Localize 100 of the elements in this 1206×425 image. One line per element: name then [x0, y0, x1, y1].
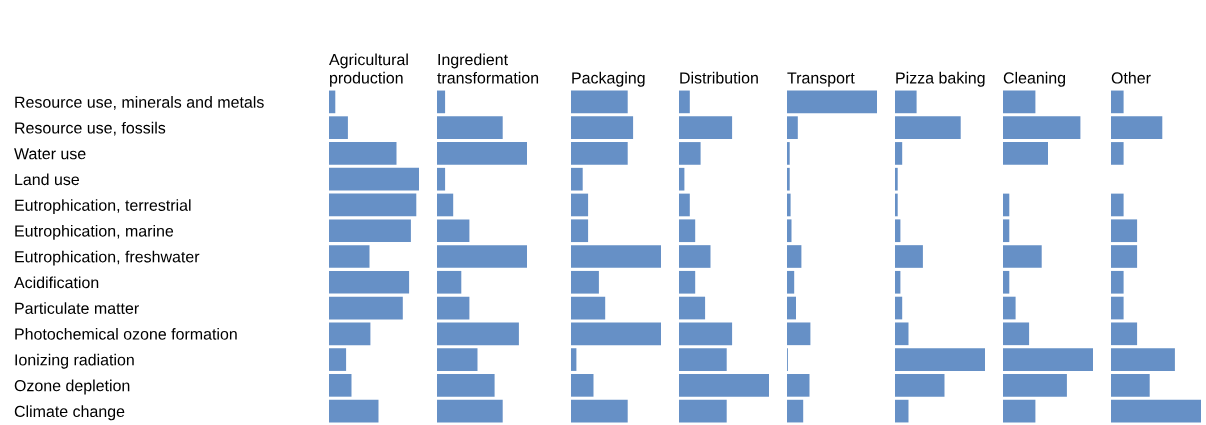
bar — [787, 116, 798, 139]
bar — [1003, 374, 1067, 397]
bar — [679, 167, 685, 191]
bar — [437, 90, 446, 114]
bar — [329, 399, 379, 423]
bar — [679, 245, 711, 268]
bar — [571, 245, 661, 268]
y-tick-label: Resource use, fossils — [15, 121, 166, 136]
y-tick-label: Eutrophication, terrestrial — [15, 199, 191, 215]
chart-title: Agricultural production — [329, 53, 408, 87]
bar — [437, 374, 495, 397]
bar — [437, 399, 503, 423]
bar — [437, 142, 527, 165]
bar — [329, 374, 352, 397]
bar — [1003, 116, 1081, 139]
bar — [679, 348, 727, 371]
bar — [1003, 219, 1010, 243]
bar — [571, 167, 583, 191]
bar — [437, 245, 527, 268]
bar — [787, 399, 804, 423]
bar — [1003, 90, 1036, 114]
bar — [329, 270, 410, 294]
y-tick-label: Particulate matter — [15, 302, 139, 314]
bar — [437, 116, 503, 139]
bar — [329, 167, 419, 191]
bar — [787, 193, 791, 217]
chart-title: Ingredient transformation — [437, 53, 539, 84]
y-tick-label: Water use — [14, 148, 86, 160]
chart-title: Cleaning — [1003, 71, 1066, 87]
bar — [329, 322, 371, 346]
bar — [571, 219, 589, 243]
bar — [329, 296, 403, 320]
bar — [437, 167, 446, 191]
bar — [1111, 374, 1150, 397]
bar — [437, 270, 462, 294]
bar — [571, 348, 577, 371]
bar — [1003, 399, 1036, 423]
bar — [437, 348, 478, 371]
bar — [679, 374, 769, 397]
bar — [1003, 142, 1048, 165]
bar — [895, 296, 903, 320]
bar — [571, 399, 628, 423]
bar — [679, 322, 733, 346]
bar — [1111, 193, 1124, 217]
bar — [1111, 322, 1138, 346]
bar — [1111, 116, 1163, 139]
bar — [1111, 270, 1124, 294]
y-tick-label: Land use — [15, 173, 80, 186]
chart-title: Other — [1111, 71, 1151, 84]
bar — [1111, 142, 1124, 165]
bar — [679, 399, 727, 423]
y-tick-label: Ionizing radiation — [15, 353, 134, 369]
y-tick-label: Resource use, minerals and metals — [15, 96, 264, 110]
bar — [571, 270, 599, 294]
bar — [437, 193, 454, 217]
bar — [895, 322, 909, 346]
bar — [1111, 348, 1175, 371]
bar — [787, 245, 802, 268]
bar — [1003, 296, 1016, 320]
bar — [1003, 245, 1042, 268]
bar — [329, 245, 370, 268]
bar — [787, 167, 790, 191]
bar — [329, 219, 411, 243]
bar — [787, 322, 811, 346]
bar — [437, 322, 519, 346]
bar — [329, 142, 397, 165]
bar — [787, 270, 795, 294]
bar — [1003, 193, 1010, 217]
bar — [571, 116, 634, 139]
y-tick-label: Photochemical ozone formation — [15, 328, 237, 340]
bar — [787, 296, 796, 320]
bar — [1111, 296, 1124, 320]
bar — [787, 374, 810, 397]
y-tick-label: Eutrophication, marine — [15, 224, 174, 240]
bar — [1111, 245, 1138, 268]
bar — [895, 142, 903, 165]
bar — [571, 142, 628, 165]
bar — [679, 296, 706, 320]
bar — [679, 116, 733, 139]
bar — [787, 219, 792, 243]
bar — [1111, 399, 1201, 423]
bar — [329, 193, 417, 217]
bar — [1111, 219, 1138, 243]
bar — [895, 374, 945, 397]
bar — [787, 90, 877, 114]
bar — [1003, 322, 1030, 346]
bar — [679, 193, 690, 217]
bar — [1003, 348, 1093, 371]
bar — [679, 142, 701, 165]
bar — [895, 245, 923, 268]
bar — [571, 322, 661, 346]
bar — [895, 167, 898, 191]
bar — [895, 116, 961, 139]
bar — [895, 219, 901, 243]
bar — [571, 296, 606, 320]
y-tick-label: Acidification — [14, 276, 99, 289]
bar — [895, 90, 917, 114]
bar — [571, 90, 628, 114]
bar — [437, 296, 470, 320]
bar — [329, 90, 336, 114]
